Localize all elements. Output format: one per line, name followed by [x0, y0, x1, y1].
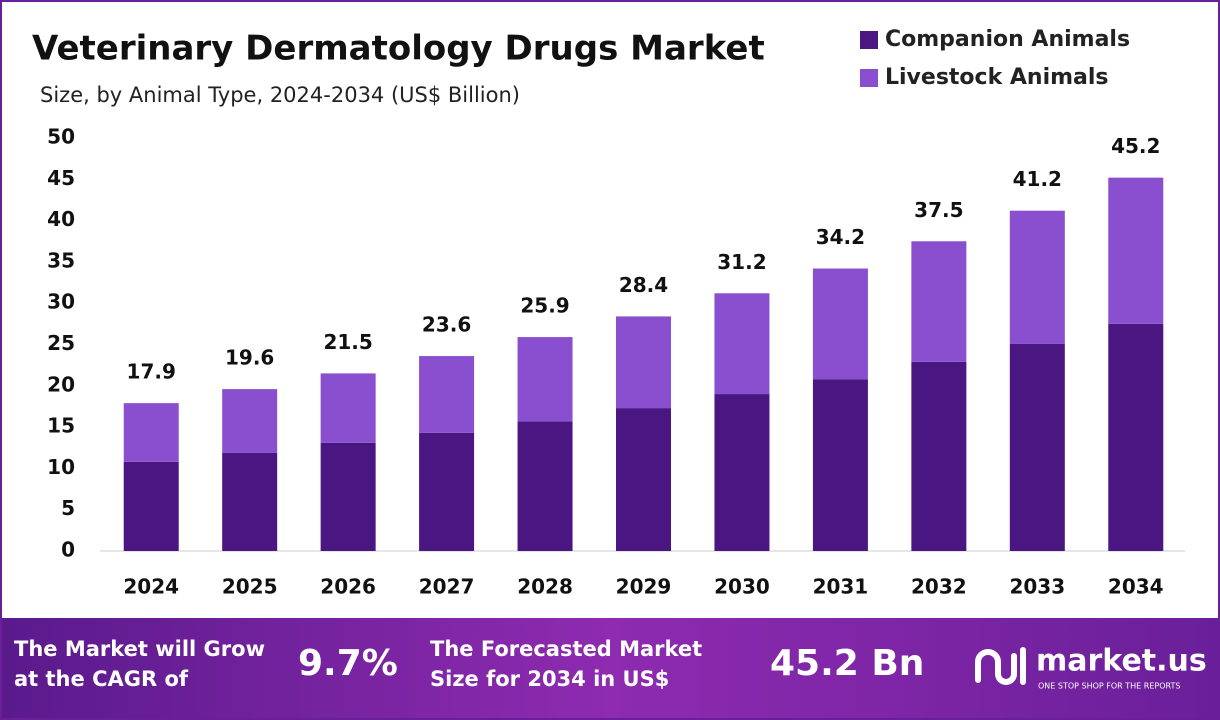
x-tick-label: 2032	[911, 575, 967, 599]
brand: market.us	[1036, 644, 1207, 679]
bar-segment	[123, 403, 179, 462]
legend-swatch	[860, 69, 878, 87]
total-label: 41.2	[1013, 167, 1062, 191]
bar-segment	[812, 268, 868, 380]
y-tick-label: 10	[47, 455, 75, 479]
x-tick-label: 2024	[123, 575, 179, 599]
y-tick-label: 25	[47, 331, 75, 355]
x-tick-label: 2027	[419, 575, 475, 599]
bar-segment	[517, 337, 573, 422]
bar-segment	[320, 442, 376, 551]
y-tick-label: 30	[47, 290, 75, 314]
footer-text: The Forecasted Market	[430, 637, 702, 661]
y-tick-label: 40	[47, 207, 75, 231]
footer-text: Size for 2034 in US$	[430, 667, 669, 691]
y-tick-label: 45	[47, 166, 75, 190]
total-label: 21.5	[323, 330, 372, 354]
y-tick-label: 15	[47, 414, 75, 438]
y-tick-label: 35	[47, 248, 75, 272]
y-tick-label: 20	[47, 372, 75, 396]
bar-segment	[812, 379, 868, 551]
bar-segment	[911, 361, 967, 551]
x-tick-label: 2034	[1108, 575, 1164, 599]
tagline: ONE STOP SHOP FOR THE REPORTS	[1038, 682, 1180, 691]
total-label: 23.6	[422, 313, 471, 337]
y-tick-label: 5	[61, 496, 75, 520]
total-label: 37.5	[914, 198, 963, 222]
forecast-value: 45.2 Bn	[770, 643, 924, 684]
bar-segment	[222, 452, 278, 551]
x-tick-label: 2031	[813, 575, 869, 599]
legend-swatch	[860, 31, 878, 49]
x-tick-label: 2028	[517, 575, 573, 599]
bar-segment	[1009, 343, 1065, 551]
y-tick-label: 0	[61, 538, 75, 562]
x-tick-label: 2026	[320, 575, 376, 599]
bar-segment	[419, 356, 475, 433]
chart-title: Veterinary Dermatology Drugs Market	[32, 29, 765, 69]
logo-icon	[975, 647, 1026, 685]
x-tick-label: 2030	[714, 575, 770, 599]
total-label: 34.2	[816, 225, 865, 249]
total-label: 45.2	[1111, 134, 1160, 158]
bar-segment	[911, 241, 967, 362]
bar-segment	[320, 373, 376, 443]
bar-segment	[517, 421, 573, 551]
bar-segment	[222, 389, 278, 453]
bar-segment	[1108, 323, 1164, 551]
bar-segment	[616, 408, 671, 551]
total-label: 17.9	[127, 360, 176, 384]
cagr-value: 9.7%	[298, 643, 398, 684]
bar-segment	[616, 316, 671, 409]
legend-label: Companion Animals	[885, 27, 1130, 52]
footer-text: at the CAGR of	[14, 667, 189, 691]
bar-segment	[714, 293, 770, 395]
legend-label: Livestock Animals	[885, 65, 1109, 90]
total-label: 19.6	[225, 346, 274, 370]
footer-text: The Market will Grow	[14, 637, 265, 661]
y-tick-label: 50	[47, 125, 75, 149]
bar-segment	[419, 432, 475, 551]
chart-subtitle: Size, by Animal Type, 2024-2034 (US$ Bil…	[40, 83, 520, 107]
x-tick-label: 2033	[1009, 575, 1065, 599]
total-label: 31.2	[717, 250, 766, 274]
x-tick-label: 2025	[222, 575, 278, 599]
total-label: 25.9	[520, 294, 569, 318]
bar-segment	[1108, 177, 1164, 324]
x-tick-label: 2029	[616, 575, 672, 599]
total-label: 28.4	[619, 273, 668, 297]
bar-segment	[714, 394, 770, 551]
bar-segment	[1009, 210, 1065, 344]
bar-segment	[123, 461, 179, 551]
